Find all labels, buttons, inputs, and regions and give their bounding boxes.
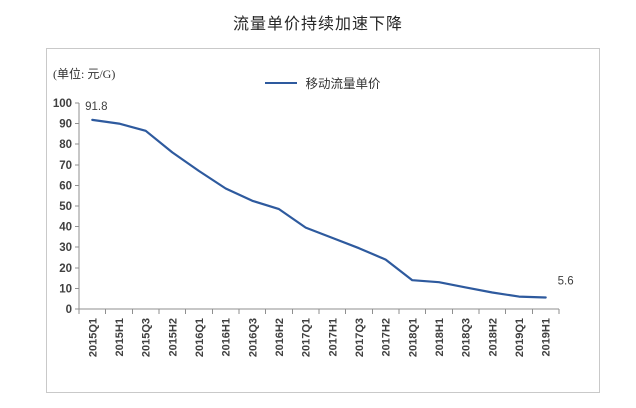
x-tick-label: 2019H1 <box>541 318 553 357</box>
x-tick-label: 2018Q1 <box>407 318 419 357</box>
x-tick-label: 2019Q1 <box>514 318 526 357</box>
chart-area: (单位: 元/G) 移动流量单价 0 10 20 30 40 50 60 70 80 90 100 2… <box>46 48 600 393</box>
x-tick-label: 2018H2 <box>487 318 499 357</box>
y-tick-label: 50 <box>59 201 72 213</box>
legend-label: 移动流量单价 <box>305 77 381 91</box>
x-tick-label: 2016Q3 <box>247 318 259 357</box>
y-tick-label: 90 <box>59 119 72 131</box>
x-tick-label: 2017H1 <box>327 318 339 357</box>
price-line <box>91 118 547 299</box>
x-tick-label: 2016Q1 <box>194 318 206 357</box>
data-labels: 91.8 5.6 <box>85 101 574 288</box>
x-tick-label: 2018Q3 <box>461 318 473 357</box>
x-axis-labels: 2015Q1 2015H1 2015Q3 2015H2 2016Q1 2016H1 2016… <box>87 318 552 357</box>
x-tick-label: 2015H2 <box>167 318 179 357</box>
y-tick-label: 80 <box>59 139 72 151</box>
data-point-label: 91.8 <box>85 101 107 113</box>
x-tick-label: 2016H2 <box>274 318 286 357</box>
legend-line-swatch <box>265 81 298 84</box>
y-tick-label: 0 <box>66 304 72 316</box>
y-axis-labels: 0 10 20 30 40 50 60 70 80 90 100 <box>53 98 79 316</box>
x-tick-label: 2018H1 <box>434 318 446 357</box>
y-tick-label: 20 <box>59 263 72 275</box>
chart-title: 流量单价持续加速下降 <box>232 16 403 33</box>
x-tick-label: 2017H2 <box>381 318 393 357</box>
x-tick-label: 2015Q3 <box>141 318 153 357</box>
y-tick-label: 100 <box>53 98 72 110</box>
x-axis-ticks <box>78 309 560 314</box>
y-tick-label: 70 <box>59 160 72 172</box>
data-point-label: 5.6 <box>558 275 574 287</box>
x-tick-label: 2017Q3 <box>354 318 366 357</box>
y-tick-label: 10 <box>59 283 72 295</box>
x-tick-label: 2015Q1 <box>87 318 99 357</box>
legend: 移动流量单价 <box>47 73 599 92</box>
y-tick-label: 60 <box>59 180 72 192</box>
y-tick-label: 40 <box>59 222 72 234</box>
y-tick-label: 30 <box>59 242 72 254</box>
x-tick-label: 2017Q1 <box>301 318 313 357</box>
x-tick-label: 2015H1 <box>114 318 126 357</box>
unit-label: (单位: 元/G) <box>53 67 116 81</box>
line-chart: 0 10 20 30 40 50 60 70 80 90 100 2015Q1 2015H1 2015Q3… <box>53 98 574 357</box>
x-tick-label: 2016H1 <box>221 318 233 357</box>
